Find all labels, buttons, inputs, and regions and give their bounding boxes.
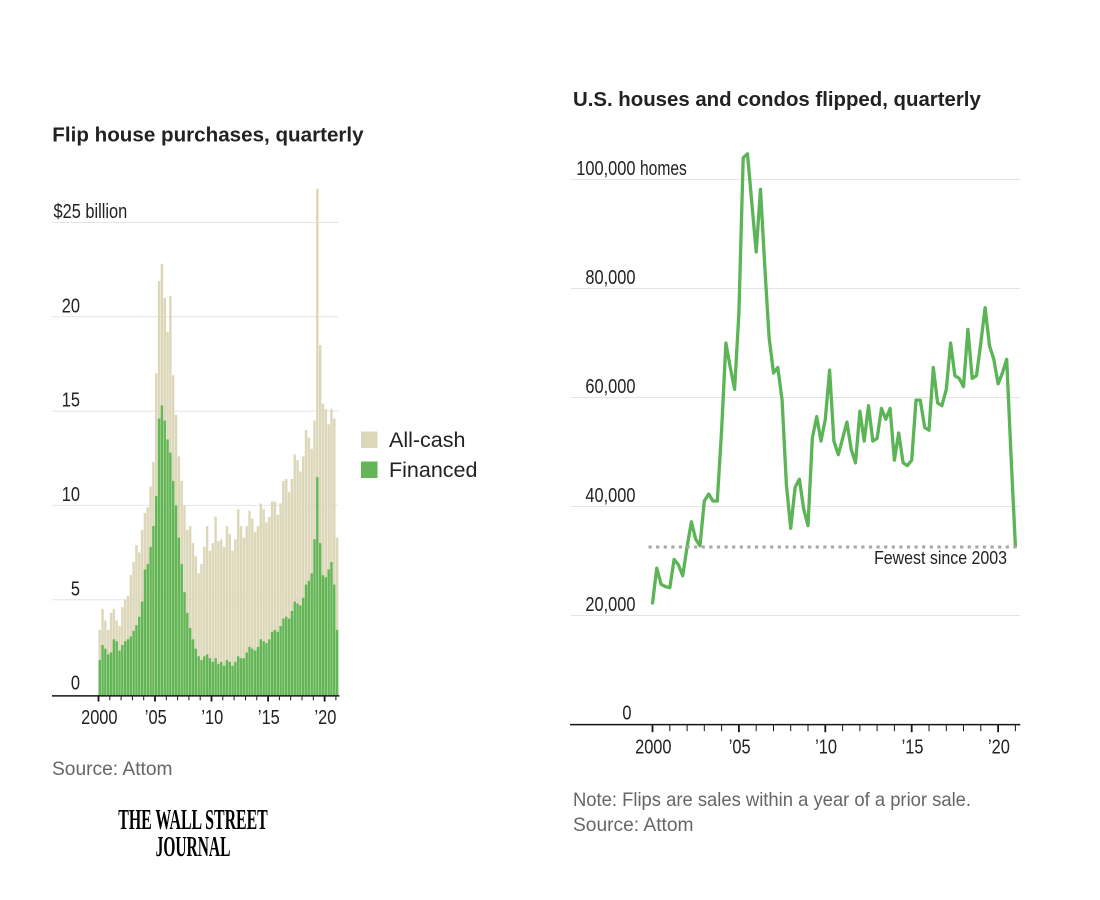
svg-text:2000: 2000 xyxy=(635,735,671,758)
svg-text:2000: 2000 xyxy=(81,705,117,728)
svg-text:20,000: 20,000 xyxy=(585,593,635,616)
svg-text:’15: ’15 xyxy=(258,705,280,728)
svg-text:’20: ’20 xyxy=(988,735,1010,758)
svg-text:homes: homes xyxy=(640,157,687,179)
svg-text:U.S. houses and condos flipped: U.S. houses and condos flipped, quarterl… xyxy=(573,89,982,111)
svg-text:Note: Flips are sales within a: Note: Flips are sales within a year of a… xyxy=(573,789,971,810)
svg-text:0: 0 xyxy=(71,671,80,694)
svg-text:JOURNAL: JOURNAL xyxy=(156,831,231,862)
svg-text:THE WALL STREET: THE WALL STREET xyxy=(118,804,267,835)
svg-text:’10: ’10 xyxy=(815,735,837,758)
svg-text:Financed: Financed xyxy=(389,458,477,482)
svg-text:’10: ’10 xyxy=(201,705,223,728)
svg-text:’05: ’05 xyxy=(729,735,751,758)
svg-text:80,000: 80,000 xyxy=(585,266,635,289)
svg-text:’05: ’05 xyxy=(145,705,167,728)
svg-text:All-cash: All-cash xyxy=(389,428,465,452)
svg-text:5: 5 xyxy=(71,577,80,600)
svg-text:Source: Attom: Source: Attom xyxy=(573,815,694,836)
svg-text:100,000: 100,000 xyxy=(576,157,635,180)
svg-text:0: 0 xyxy=(622,701,631,724)
svg-text:20: 20 xyxy=(62,294,80,317)
svg-text:10: 10 xyxy=(62,482,80,505)
svg-text:Flip house purchases, quarterl: Flip house purchases, quarterly xyxy=(52,125,364,147)
svg-text:’20: ’20 xyxy=(314,705,336,728)
svg-text:15: 15 xyxy=(62,388,80,411)
svg-text:$25 billion: $25 billion xyxy=(54,200,128,223)
svg-text:’15: ’15 xyxy=(902,735,924,758)
svg-text:Source: Attom: Source: Attom xyxy=(52,759,173,780)
svg-text:Fewest since 2003: Fewest since 2003 xyxy=(874,547,1007,568)
svg-text:60,000: 60,000 xyxy=(585,375,635,398)
svg-text:40,000: 40,000 xyxy=(585,484,635,507)
